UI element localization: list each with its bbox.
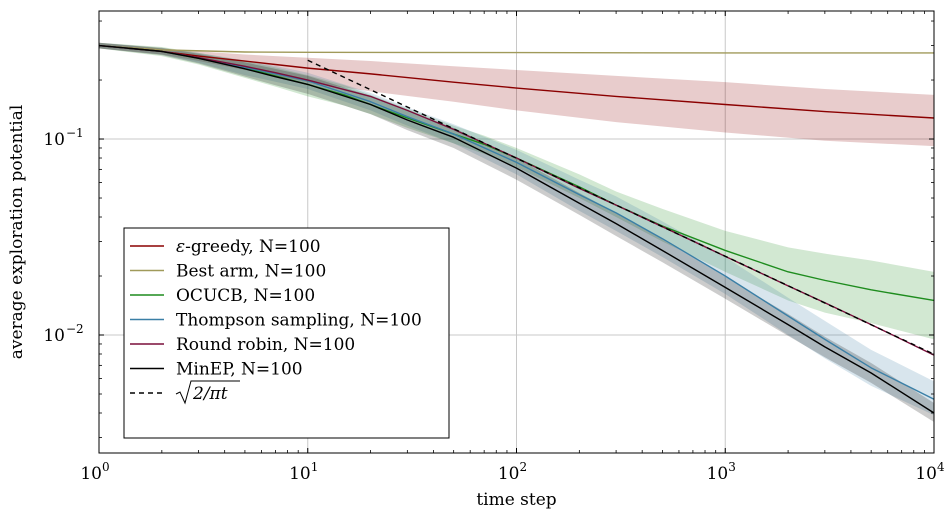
ocucb-n-100-line	[98, 44, 935, 302]
x-tick-label: 103	[707, 460, 736, 484]
legend-label: 2/πt	[192, 384, 228, 404]
x-tick-label: 102	[498, 460, 527, 484]
x-axis-label: time step	[476, 490, 556, 510]
best-arm-n-100-line	[98, 44, 934, 54]
series-lines	[98, 44, 935, 414]
x-tick-label: 104	[915, 460, 945, 484]
y-tick-exponent: −2	[66, 322, 84, 336]
ocucb-n-100-band	[99, 42, 934, 340]
radical-sign	[175, 380, 240, 405]
round-robin-n-100-line	[98, 44, 935, 356]
legend-label: ε-greedy, N=100	[176, 237, 321, 257]
legend-label: OCUCB, N=100	[176, 286, 315, 306]
x-tick-label: 101	[289, 460, 318, 484]
legend-box	[123, 227, 450, 439]
legend-label: Round robin, N=100	[176, 335, 355, 355]
minep-n-100-line	[98, 44, 935, 414]
greedy-n-100-line	[98, 44, 935, 119]
legend-label: Best arm, N=100	[176, 262, 326, 282]
legend: ε-greedy, N=100 Best arm, N=100 OCUCB, N=1…	[123, 227, 450, 439]
legend-label: MinEP, N=100	[176, 360, 303, 380]
y-axis-label: average exploration potential	[7, 105, 27, 360]
y-tick-label: 10	[43, 326, 65, 346]
y-tick-exponent: −1	[66, 126, 84, 140]
thompson-sampling-n-100-line	[98, 44, 935, 400]
reference-curve-line	[307, 59, 935, 355]
x-tick-label: 100	[80, 460, 109, 484]
y-tick-label: 10	[43, 130, 65, 150]
legend-label: Thompson sampling, N=100	[176, 311, 422, 331]
